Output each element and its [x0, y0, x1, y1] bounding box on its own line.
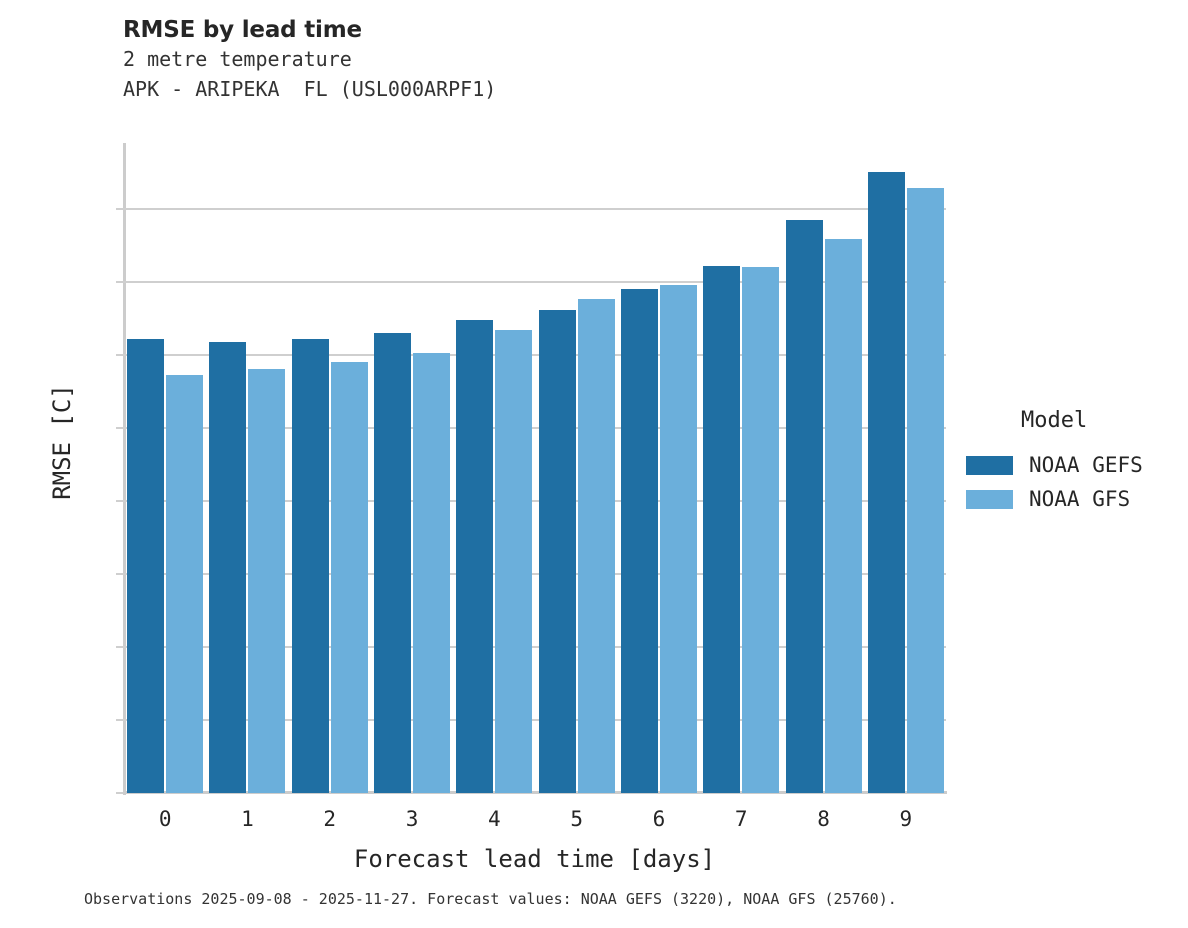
x-tick-label: 6 [652, 807, 666, 831]
title-block: RMSE by lead time 2 metre temperature AP… [123, 16, 943, 104]
bar-noaa-gfs-day-0 [166, 375, 204, 793]
y-tick-mark [116, 792, 123, 794]
x-tick-label: 7 [734, 807, 748, 831]
bar-noaa-gfs-day-3 [413, 353, 451, 793]
legend-item-noaa-gefs[interactable]: NOAA GEFS [966, 448, 1181, 482]
legend-item-noaa-gfs[interactable]: NOAA GFS [966, 482, 1181, 516]
chart-subtitle-station: APK - ARIPEKA FL (USL000ARPF1) [123, 77, 497, 101]
x-tick-label: 1 [241, 807, 254, 831]
gridline [123, 353, 946, 356]
x-tick-label: 8 [817, 807, 830, 831]
chart-subtitle-variable: 2 metre temperature [123, 47, 352, 71]
legend-label: NOAA GFS [1029, 486, 1131, 511]
y-axis-title: RMSE [C] [48, 384, 76, 500]
bar-noaa-gefs-day-2 [291, 338, 329, 793]
gridline [123, 426, 946, 429]
x-tick-label: 9 [899, 807, 913, 831]
legend-title: Model [1021, 408, 1088, 433]
y-tick-mark [116, 426, 123, 429]
x-axis-spine [123, 791, 947, 794]
x-axis-title: Forecast lead time [days] [353, 845, 716, 873]
gridline [123, 499, 946, 502]
legend-label: NOAA GEFS [1029, 452, 1143, 477]
bar-noaa-gefs-day-1 [209, 341, 247, 793]
gridline [123, 572, 946, 575]
y-tick-mark [116, 207, 123, 210]
bar-noaa-gfs-day-1 [248, 369, 286, 793]
bar-noaa-gfs-day-6 [659, 284, 697, 793]
y-tick-mark [116, 645, 123, 648]
bar-noaa-gfs-day-8 [824, 239, 862, 793]
bar-noaa-gefs-day-9 [867, 172, 905, 793]
plot-area [116, 143, 946, 794]
bar-noaa-gfs-day-2 [330, 362, 368, 793]
gridline [123, 280, 946, 283]
gridline [123, 645, 946, 648]
legend-swatch-icon [966, 489, 1013, 509]
x-tick-label: 2 [323, 807, 337, 831]
y-tick-mark [116, 718, 123, 721]
bar-noaa-gefs-day-8 [785, 220, 823, 793]
y-tick-mark [116, 353, 123, 356]
x-tick-label: 3 [405, 807, 419, 831]
bar-noaa-gefs-day-5 [538, 309, 576, 793]
y-tick-mark [116, 499, 123, 502]
page-title: RMSE by lead time [123, 17, 362, 43]
x-tick-label: 4 [488, 807, 501, 831]
footer-note: Observations 2025-09-08 - 2025-11-27. Fo… [84, 890, 897, 908]
y-tick-mark [116, 280, 123, 283]
bar-noaa-gfs-day-4 [495, 329, 533, 793]
gridline [123, 718, 946, 721]
bar-noaa-gefs-day-6 [620, 289, 658, 793]
legend-swatch-icon [966, 455, 1013, 475]
x-tick-label: 5 [570, 807, 583, 831]
y-axis-spine [123, 143, 126, 795]
bar-noaa-gfs-day-9 [906, 188, 944, 793]
bar-noaa-gefs-day-7 [703, 265, 741, 793]
bar-noaa-gfs-day-7 [742, 267, 780, 793]
bar-noaa-gefs-day-3 [374, 332, 412, 793]
bar-noaa-gfs-day-5 [577, 299, 615, 793]
legend: Model NOAA GEFS NOAA GFS [966, 408, 1181, 516]
bar-noaa-gefs-day-0 [127, 338, 165, 793]
legend-entries: NOAA GEFS NOAA GFS [966, 448, 1181, 516]
y-tick-mark [116, 572, 123, 575]
bar-noaa-gefs-day-4 [456, 319, 494, 793]
x-tick-label: 0 [158, 807, 172, 831]
gridline [123, 207, 946, 210]
